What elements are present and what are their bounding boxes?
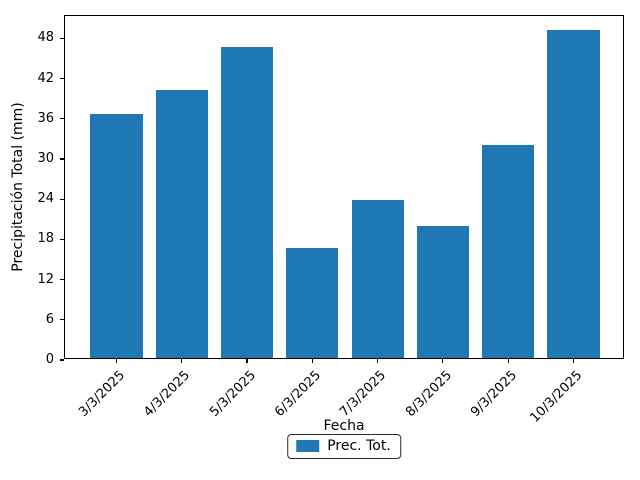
bar-3/3/2025 — [90, 113, 143, 358]
bar-4/3/2025 — [155, 90, 208, 358]
x-tick-label: 7/3/2025 — [337, 368, 390, 420]
y-tick-mark — [60, 118, 64, 120]
bar-9/3/2025 — [482, 145, 535, 358]
x-tick-mark — [311, 359, 313, 363]
y-tick-mark — [60, 319, 64, 321]
x-tick-label: 8/3/2025 — [402, 368, 455, 420]
x-tick-label: 9/3/2025 — [467, 368, 520, 420]
x-tick-mark — [507, 359, 509, 363]
y-tick-mark — [60, 359, 64, 361]
y-tick-mark — [60, 78, 64, 80]
y-tick-mark — [60, 279, 64, 281]
x-tick-label: 10/3/2025 — [527, 368, 586, 426]
y-tick-label: 6 — [45, 311, 54, 327]
bar-7/3/2025 — [351, 199, 404, 358]
legend-swatch-icon — [296, 440, 320, 452]
y-tick-label: 48 — [37, 30, 54, 46]
x-tick-label: 3/3/2025 — [76, 368, 129, 420]
plot-area: 0 6 12 18 24 30 36 42 48 3/3/2025 4/3/2025 5/3/2025… — [37, 15, 624, 426]
y-axis-title: Precipitación Total (mm) — [10, 102, 26, 272]
y-tick-mark — [60, 37, 64, 40]
x-tick-mark — [572, 359, 575, 363]
y-tick-label: 18 — [37, 231, 54, 247]
x-tick-mark — [181, 359, 183, 363]
y-tick-mark — [60, 158, 64, 160]
legend: Prec. Tot. — [287, 434, 401, 459]
y-tick-label: 0 — [45, 352, 54, 367]
bar-6/3/2025 — [286, 247, 339, 358]
bar-5/3/2025 — [220, 47, 274, 358]
x-tick-label: 6/3/2025 — [272, 368, 324, 420]
x-tick-mark — [115, 359, 118, 363]
x-tick-label: 5/3/2025 — [206, 368, 259, 420]
x-tick-mark — [442, 359, 444, 363]
y-tick-label: 30 — [37, 151, 54, 167]
y-tick-mark — [60, 238, 64, 240]
y-tick-label: 24 — [37, 191, 54, 207]
x-tick-mark — [377, 359, 379, 363]
y-tick-label: 36 — [37, 110, 54, 126]
x-tick-mark — [246, 359, 248, 363]
x-tick-label: 4/3/2025 — [141, 368, 194, 420]
y-tick-label: 12 — [37, 271, 54, 287]
x-axis-title: Fecha — [323, 418, 365, 434]
legend-label: Prec. Tot. — [327, 438, 391, 454]
y-tick-mark — [60, 198, 64, 200]
bar-8/3/2025 — [416, 226, 469, 358]
bar-10/3/2025 — [547, 30, 600, 358]
y-tick-label: 42 — [37, 70, 54, 86]
